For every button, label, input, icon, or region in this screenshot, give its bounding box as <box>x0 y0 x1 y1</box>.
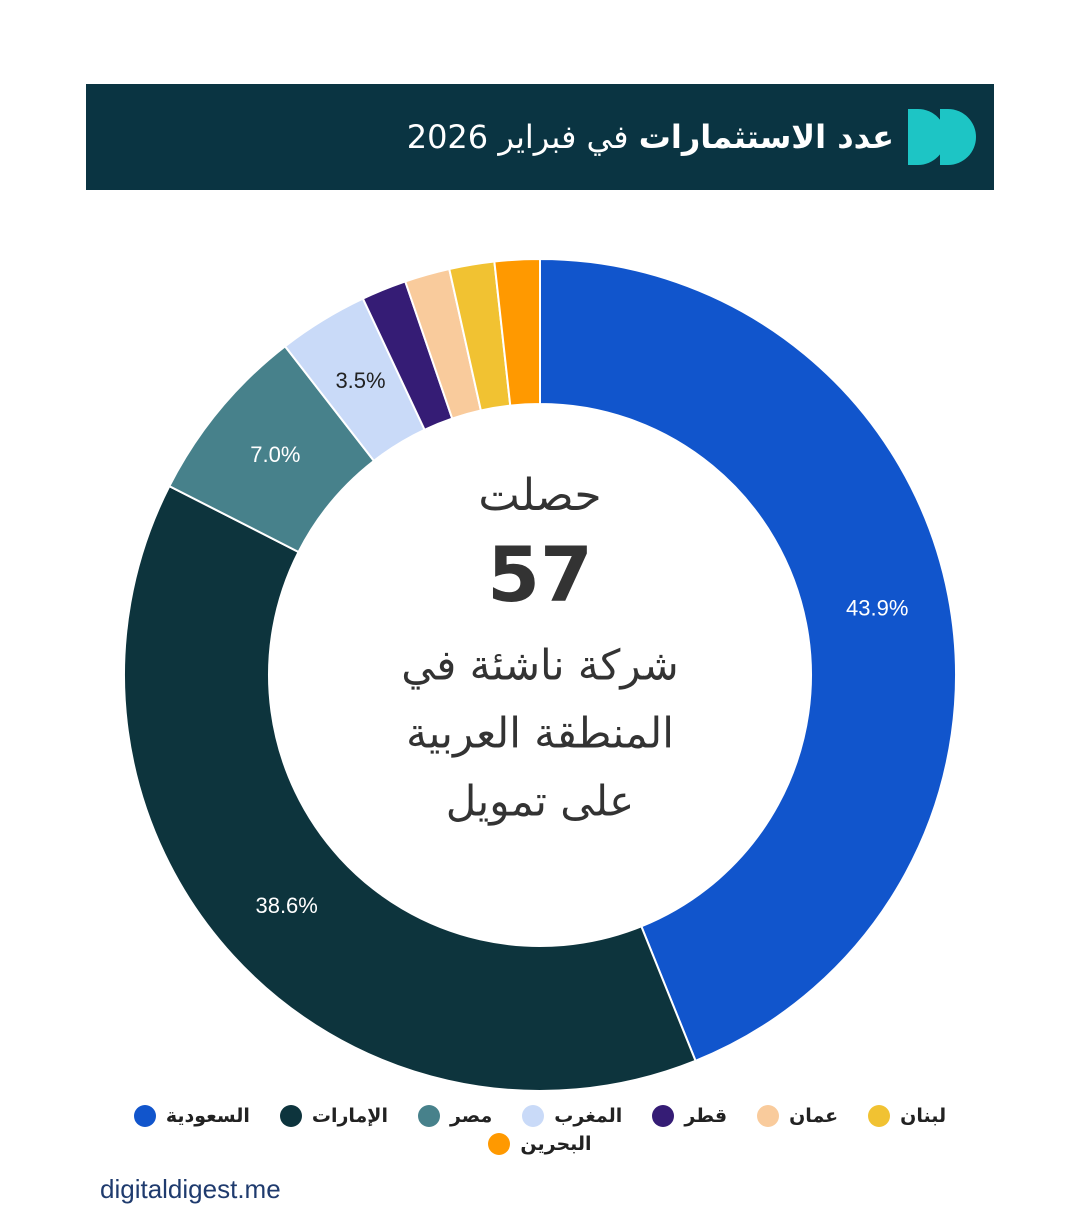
center-number: 57 <box>487 530 593 619</box>
legend-item: الإمارات <box>279 1105 388 1127</box>
header-bar: عدد الاستثمارات في فبراير 2026 <box>86 84 994 190</box>
legend-item: لبنان <box>868 1105 946 1127</box>
legend-label: لبنان <box>900 1105 947 1127</box>
center-text: على تمويل <box>446 777 635 826</box>
legend-item: قطر <box>652 1105 727 1127</box>
title: عدد الاستثمارات في فبراير 2026 <box>407 84 894 190</box>
legend-label: البحرين <box>520 1133 592 1155</box>
legend-label: السعودية <box>165 1105 250 1127</box>
donut-segment <box>539 257 957 1063</box>
legend-label: مصر <box>449 1105 493 1127</box>
legend-swatch <box>488 1133 511 1155</box>
legend-swatch <box>522 1105 545 1127</box>
value-label: 3.5% <box>335 368 385 393</box>
donut-segment <box>493 257 541 407</box>
legend-label: قطر <box>684 1105 728 1127</box>
value-label: 38.6% <box>255 893 317 918</box>
center-text: المنطقة العربية <box>406 709 674 758</box>
donut-segment <box>123 484 697 1092</box>
title-bold: عدد الاستثمارات <box>638 118 894 156</box>
legend-swatch <box>133 1105 156 1127</box>
legend-swatch <box>868 1105 891 1127</box>
legend-label: عمان <box>789 1105 839 1127</box>
value-label: 7.0% <box>250 442 300 467</box>
legend: السعودية الإمارات مصر المغرب قطر عمان لبنان الب… <box>120 1105 960 1155</box>
legend-label: المغرب <box>554 1105 623 1127</box>
legend-label: الإمارات <box>311 1105 388 1127</box>
legend-item: مصر <box>417 1105 493 1127</box>
legend-swatch <box>279 1105 302 1127</box>
legend-item: البحرين <box>488 1133 592 1155</box>
value-label: 43.9% <box>846 595 908 620</box>
logo <box>908 109 976 165</box>
legend-item: السعودية <box>133 1105 250 1127</box>
source: digitaldigest.me <box>100 1174 281 1204</box>
legend-swatch <box>652 1105 675 1127</box>
legend-swatch <box>417 1105 440 1127</box>
center-text: شركة ناشئة في <box>401 641 679 691</box>
title-rest: في فبراير 2026 <box>406 118 629 156</box>
center-text: حصلت <box>478 470 601 521</box>
chart: 43.9% 38.6% 7.0% 3.5% حصلت 57 شركة ناشئة في الم… <box>123 257 957 1092</box>
legend-item: عمان <box>757 1105 838 1127</box>
legend-swatch <box>757 1105 780 1127</box>
legend-item: المغرب <box>522 1105 622 1127</box>
